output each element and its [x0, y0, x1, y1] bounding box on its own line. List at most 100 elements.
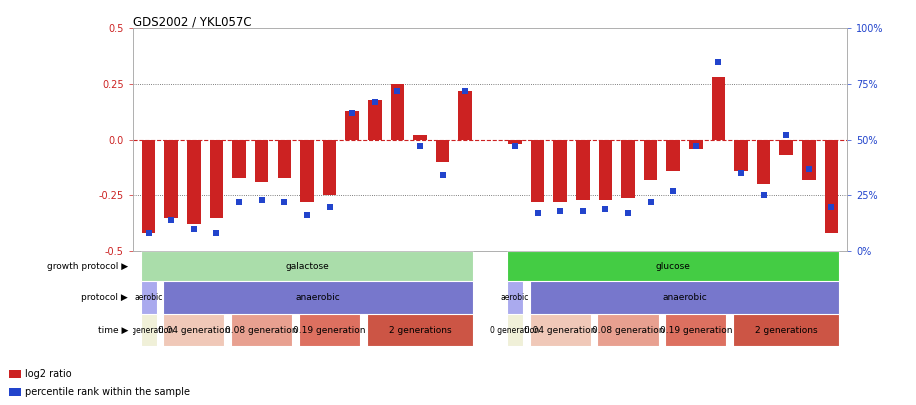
Point: [277, 199, 291, 205]
Point: [390, 87, 405, 94]
Bar: [299, 314, 360, 346]
Text: 0.19 generation: 0.19 generation: [293, 326, 365, 335]
Point: [344, 110, 359, 116]
Bar: [187, 140, 201, 224]
Bar: [322, 140, 336, 195]
Bar: [436, 140, 450, 162]
Text: 0.04 generation: 0.04 generation: [524, 326, 596, 335]
Bar: [366, 314, 473, 346]
Point: [164, 217, 179, 223]
Point: [711, 58, 725, 65]
Bar: [163, 314, 224, 346]
Point: [435, 172, 450, 179]
Bar: [597, 314, 659, 346]
Bar: [530, 140, 544, 202]
Bar: [529, 314, 591, 346]
Bar: [210, 140, 224, 217]
Bar: [231, 314, 292, 346]
Bar: [508, 140, 522, 144]
Point: [575, 208, 590, 214]
Text: 2 generations: 2 generations: [388, 326, 452, 335]
Bar: [757, 140, 770, 184]
Point: [643, 199, 658, 205]
Bar: [507, 251, 839, 281]
Text: 0.04 generation: 0.04 generation: [158, 326, 230, 335]
Text: anaerobic: anaerobic: [296, 293, 341, 302]
Bar: [507, 281, 523, 314]
Bar: [667, 140, 680, 171]
Point: [802, 165, 816, 172]
Bar: [345, 111, 359, 140]
Text: time ▶: time ▶: [98, 326, 128, 335]
Bar: [390, 84, 404, 140]
Bar: [598, 140, 612, 200]
Text: 0 generation: 0 generation: [490, 326, 540, 335]
Bar: [665, 314, 726, 346]
Bar: [368, 100, 382, 140]
Point: [187, 226, 202, 232]
Bar: [9, 370, 20, 378]
Bar: [233, 140, 245, 177]
Point: [458, 87, 473, 94]
Bar: [255, 140, 268, 182]
Point: [689, 143, 703, 149]
Bar: [507, 314, 523, 346]
Point: [779, 132, 793, 139]
Bar: [141, 251, 473, 281]
Point: [553, 208, 568, 214]
Point: [209, 230, 224, 237]
Bar: [413, 135, 427, 140]
Bar: [142, 140, 156, 233]
Bar: [553, 140, 567, 202]
Point: [621, 210, 636, 216]
Point: [141, 230, 156, 237]
Point: [232, 199, 246, 205]
Bar: [621, 140, 635, 198]
Point: [598, 205, 613, 212]
Text: GDS2002 / YKL057C: GDS2002 / YKL057C: [133, 15, 252, 28]
Bar: [712, 77, 725, 140]
Bar: [9, 388, 20, 396]
Point: [734, 170, 748, 177]
Bar: [529, 281, 839, 314]
Text: glucose: glucose: [656, 262, 691, 271]
Bar: [163, 281, 473, 314]
Point: [367, 98, 382, 105]
Point: [255, 196, 269, 203]
Bar: [141, 314, 157, 346]
Text: 0.08 generation: 0.08 generation: [592, 326, 664, 335]
Text: 0 generation: 0 generation: [124, 326, 173, 335]
Text: 2 generations: 2 generations: [755, 326, 818, 335]
Text: percentile rank within the sample: percentile rank within the sample: [26, 387, 191, 397]
Point: [824, 203, 839, 210]
Text: 0.19 generation: 0.19 generation: [660, 326, 732, 335]
Bar: [689, 140, 703, 149]
Bar: [733, 314, 839, 346]
Point: [507, 143, 522, 149]
Text: growth protocol ▶: growth protocol ▶: [47, 262, 128, 271]
Bar: [458, 91, 472, 140]
Bar: [300, 140, 313, 202]
Bar: [644, 140, 658, 180]
Bar: [735, 140, 747, 171]
Bar: [141, 281, 157, 314]
Text: anaerobic: anaerobic: [662, 293, 707, 302]
Point: [322, 203, 337, 210]
Text: aerobic: aerobic: [135, 293, 163, 302]
Point: [666, 188, 681, 194]
Text: log2 ratio: log2 ratio: [26, 369, 71, 379]
Bar: [824, 140, 838, 233]
Text: galactose: galactose: [285, 262, 329, 271]
Bar: [780, 140, 793, 155]
Point: [757, 192, 771, 198]
Point: [412, 143, 427, 149]
Text: aerobic: aerobic: [501, 293, 529, 302]
Point: [300, 212, 314, 219]
Text: protocol ▶: protocol ▶: [82, 293, 128, 302]
Bar: [576, 140, 590, 200]
Bar: [278, 140, 291, 177]
Text: 0.08 generation: 0.08 generation: [225, 326, 298, 335]
Point: [530, 210, 545, 216]
Bar: [802, 140, 815, 180]
Bar: [165, 140, 178, 217]
